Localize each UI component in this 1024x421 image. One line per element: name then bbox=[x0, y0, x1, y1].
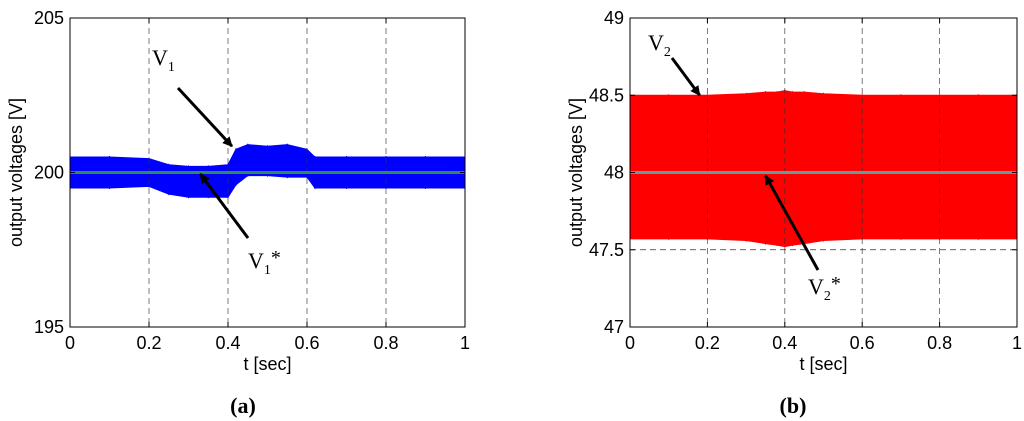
x-tick-label-1: 0 bbox=[65, 333, 75, 353]
y-tick-label-3: 48 bbox=[604, 163, 624, 183]
annotation-arrow-1 bbox=[670, 57, 701, 97]
x-tick-label-1: 0 bbox=[625, 333, 635, 353]
x-tick-label-2: 0.2 bbox=[695, 333, 720, 353]
y-tick-label-2: 200 bbox=[34, 163, 64, 183]
x-tick-label-3: 0.4 bbox=[772, 333, 797, 353]
x-tick-label-4: 0.6 bbox=[294, 333, 319, 353]
x-tick-label-6: 1 bbox=[460, 333, 470, 353]
annotation-arrow-1 bbox=[176, 86, 234, 148]
chart-panel-2: 0 0.2 0.4 0.6 0.8 1 47 47.5 48 48.5 49 t [sec] outpu… bbox=[566, 8, 1022, 418]
x-tick-label-2: 0.2 bbox=[136, 333, 161, 353]
y-tick-label-4: 48.5 bbox=[589, 85, 624, 105]
panel-caption: (b) bbox=[780, 393, 807, 418]
y-axis-label: output voltages [V] bbox=[566, 98, 586, 247]
y-tick-label-3: 205 bbox=[34, 8, 64, 28]
x-tick-label-4: 0.6 bbox=[850, 333, 875, 353]
x-axis-label: t [sec] bbox=[799, 354, 847, 374]
x-tick-label-3: 0.4 bbox=[215, 333, 240, 353]
y-tick-label-1: 195 bbox=[34, 317, 64, 337]
x-tick-label-5: 0.8 bbox=[373, 333, 398, 353]
y-tick-label-2: 47.5 bbox=[589, 240, 624, 260]
annotation-arrow-2 bbox=[764, 174, 820, 271]
annotation-label-2: V2* bbox=[808, 273, 841, 304]
y-axis-label: output voltages [V] bbox=[6, 98, 26, 247]
annotation-arrow-2 bbox=[199, 173, 250, 239]
annotation-label-2: V1* bbox=[248, 247, 281, 278]
annotation-label-1: V2 bbox=[648, 30, 671, 60]
chart-panel-1: 0 0.2 0.4 0.6 0.8 1 195 200 205 t [sec] output vol… bbox=[6, 8, 470, 418]
y-tick-label-1: 47 bbox=[604, 317, 624, 337]
x-axis-label: t [sec] bbox=[243, 354, 291, 374]
panel-caption: (a) bbox=[230, 393, 256, 418]
x-tick-label-5: 0.8 bbox=[927, 333, 952, 353]
annotation-label-1: V1 bbox=[152, 45, 175, 75]
x-tick-label-6: 1 bbox=[1012, 333, 1022, 353]
y-tick-label-5: 49 bbox=[604, 8, 624, 28]
